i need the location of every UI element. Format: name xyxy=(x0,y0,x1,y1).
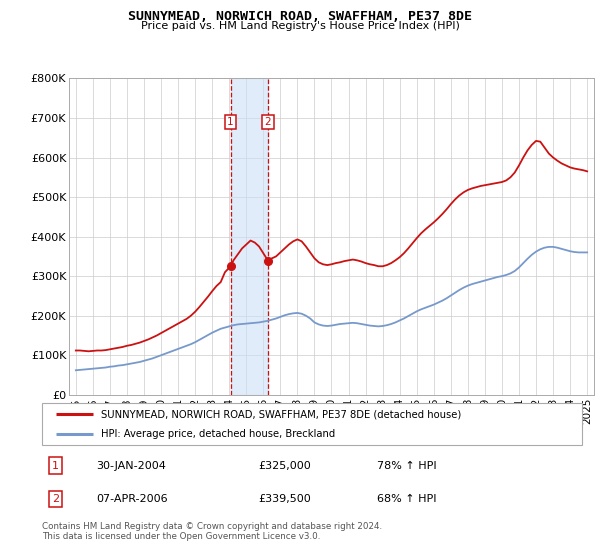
Text: HPI: Average price, detached house, Breckland: HPI: Average price, detached house, Brec… xyxy=(101,429,335,438)
Bar xyxy=(230,78,268,395)
Text: 78% ↑ HPI: 78% ↑ HPI xyxy=(377,460,436,470)
Text: SUNNYMEAD, NORWICH ROAD, SWAFFHAM, PE37 8DE: SUNNYMEAD, NORWICH ROAD, SWAFFHAM, PE37 … xyxy=(128,10,472,23)
Text: £325,000: £325,000 xyxy=(258,460,311,470)
Text: Contains HM Land Registry data © Crown copyright and database right 2024.
This d: Contains HM Land Registry data © Crown c… xyxy=(42,522,382,542)
Text: SUNNYMEAD, NORWICH ROAD, SWAFFHAM, PE37 8DE (detached house): SUNNYMEAD, NORWICH ROAD, SWAFFHAM, PE37 … xyxy=(101,409,461,419)
Text: 30-JAN-2004: 30-JAN-2004 xyxy=(96,460,166,470)
Text: 1: 1 xyxy=(52,460,59,470)
Text: £339,500: £339,500 xyxy=(258,494,311,504)
Text: 07-APR-2006: 07-APR-2006 xyxy=(96,494,167,504)
Text: 1: 1 xyxy=(227,117,234,127)
Text: Price paid vs. HM Land Registry's House Price Index (HPI): Price paid vs. HM Land Registry's House … xyxy=(140,21,460,31)
FancyBboxPatch shape xyxy=(42,403,582,445)
Text: 68% ↑ HPI: 68% ↑ HPI xyxy=(377,494,436,504)
Text: 2: 2 xyxy=(265,117,271,127)
Text: 2: 2 xyxy=(52,494,59,504)
